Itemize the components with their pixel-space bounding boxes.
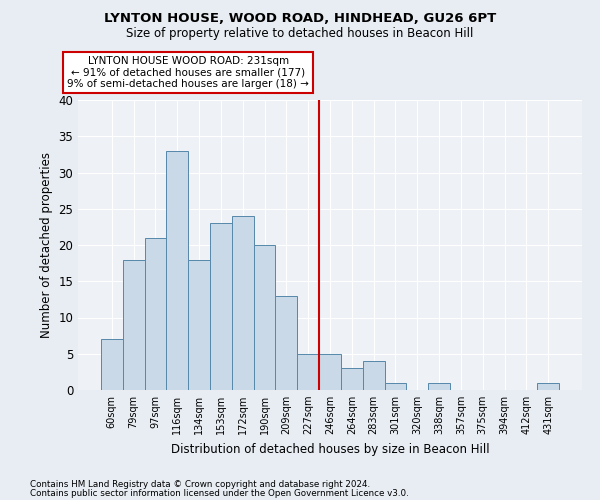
Bar — [145, 238, 166, 390]
X-axis label: Distribution of detached houses by size in Beacon Hill: Distribution of detached houses by size … — [170, 442, 490, 456]
Text: LYNTON HOUSE WOOD ROAD: 231sqm
← 91% of detached houses are smaller (177)
9% of : LYNTON HOUSE WOOD ROAD: 231sqm ← 91% of … — [67, 56, 309, 89]
Bar — [341, 368, 363, 390]
Bar — [385, 383, 406, 390]
Bar — [297, 354, 319, 390]
Text: LYNTON HOUSE, WOOD ROAD, HINDHEAD, GU26 6PT: LYNTON HOUSE, WOOD ROAD, HINDHEAD, GU26 … — [104, 12, 496, 26]
Bar — [428, 383, 450, 390]
Text: Contains public sector information licensed under the Open Government Licence v3: Contains public sector information licen… — [30, 488, 409, 498]
Bar — [254, 245, 275, 390]
Bar — [166, 151, 188, 390]
Bar — [275, 296, 297, 390]
Y-axis label: Number of detached properties: Number of detached properties — [40, 152, 53, 338]
Bar — [319, 354, 341, 390]
Bar — [232, 216, 254, 390]
Bar — [101, 339, 123, 390]
Bar — [188, 260, 210, 390]
Text: Contains HM Land Registry data © Crown copyright and database right 2024.: Contains HM Land Registry data © Crown c… — [30, 480, 370, 489]
Bar — [123, 260, 145, 390]
Bar — [363, 361, 385, 390]
Bar — [210, 223, 232, 390]
Bar — [537, 383, 559, 390]
Text: Size of property relative to detached houses in Beacon Hill: Size of property relative to detached ho… — [127, 28, 473, 40]
